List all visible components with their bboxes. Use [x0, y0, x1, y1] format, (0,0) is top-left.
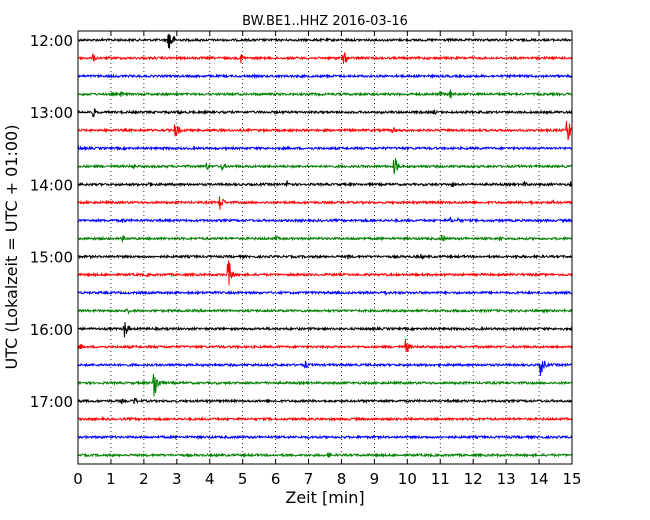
seismic-trace [77, 158, 573, 175]
plot-frame [77, 30, 573, 465]
x-tick-label: 1 [106, 470, 116, 488]
seismic-trace [77, 121, 573, 140]
x-tick-label: 14 [530, 470, 549, 488]
seismic-trace [77, 234, 573, 243]
seismic-trace [77, 260, 573, 286]
x-tick-label: 5 [238, 470, 248, 488]
seismic-trace [77, 180, 573, 188]
y-tick-label: 15:00 [30, 249, 73, 267]
seismic-trace [77, 452, 573, 459]
x-tick-label: 9 [370, 470, 380, 488]
seismic-trace [77, 253, 573, 261]
seismic-trace [77, 416, 573, 422]
x-tick-label: 7 [304, 470, 314, 488]
y-tick-label: 13:00 [30, 104, 73, 122]
seismic-trace [77, 89, 573, 99]
trace-group [77, 33, 573, 459]
y-tick-label: 12:00 [30, 32, 73, 50]
x-tick-label: 6 [271, 470, 281, 488]
seismic-trace [77, 373, 573, 397]
seismic-trace [77, 434, 573, 441]
seismic-trace [77, 33, 573, 49]
y-tick-label: 14:00 [30, 176, 73, 194]
y-tick-label: 16:00 [30, 321, 73, 339]
seismic-trace [77, 216, 573, 224]
axis-ticks: 0 1 2 3 4 5 6 7 8 9 10 11 12 13 14 1512:0013:0014:0015:… [30, 31, 582, 488]
x-tick-label: 4 [205, 470, 215, 488]
seismic-trace [77, 360, 572, 376]
x-tick-label: 15 [562, 470, 581, 488]
x-tick-label: 3 [172, 470, 182, 488]
seismic-trace [77, 322, 573, 338]
chart-title: BW.BE1..HHZ 2016-03-16 [242, 14, 408, 29]
x-tick-label: 2 [139, 470, 149, 488]
seismic-trace [77, 289, 573, 297]
seismic-trace [77, 397, 573, 405]
seismic-trace [77, 196, 573, 210]
x-tick-label: 11 [431, 470, 450, 488]
y-axis-label: UTC (Lokalzeit = UTC + 01:00) [2, 125, 21, 370]
x-tick-label: 8 [337, 470, 347, 488]
grid-lines [110, 31, 540, 464]
seismic-trace [77, 144, 573, 152]
seismic-trace [77, 73, 573, 80]
y-tick-label: 17:00 [30, 393, 73, 411]
seismic-trace [78, 307, 573, 316]
seismic-trace [77, 338, 573, 353]
x-tick-label: 0 [73, 470, 83, 488]
x-tick-label: 13 [497, 470, 516, 488]
x-axis-label: Zeit [min] [285, 488, 364, 507]
x-tick-label: 10 [398, 470, 417, 488]
seismic-trace [77, 108, 573, 118]
x-tick-label: 12 [464, 470, 483, 488]
seismic-trace [77, 52, 573, 64]
